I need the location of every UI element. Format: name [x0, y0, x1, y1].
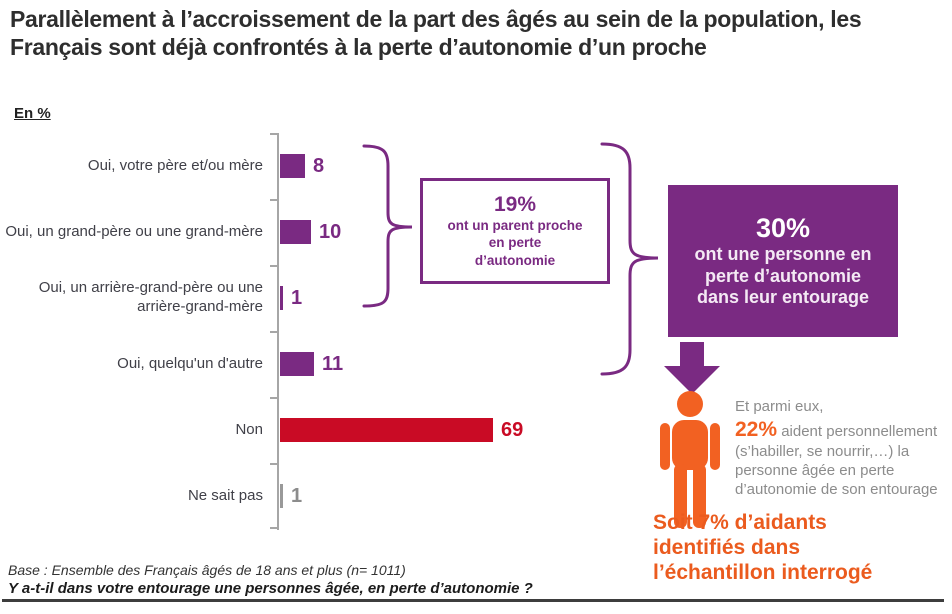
value-label: 8 [313, 154, 325, 177]
value-label: 11 [322, 352, 344, 375]
parent-callout-headline: 19% [493, 192, 537, 216]
value-label: 10 [319, 220, 342, 243]
unit-label: En % [14, 105, 51, 122]
parent-callout-box: 19% ont un parent proche en perte d’auto… [420, 178, 610, 284]
axis-tick [270, 199, 277, 201]
bar-row: Non 69 [0, 397, 630, 463]
aidants-stat-line: 22% aident personnellement [735, 417, 952, 443]
bar [280, 484, 283, 508]
bar-row: Oui, quelqu'un d'autre 11 [0, 331, 630, 397]
axis-tick [270, 463, 277, 465]
axis-tick [270, 527, 277, 529]
aidants-stat: 22% [735, 417, 778, 441]
person-icon [660, 391, 720, 528]
aidants-conclusion: Soit 7% d’aidants identifiés dans l’écha… [653, 511, 873, 584]
entourage-box: 30% ont une personne en perte d’autonomi… [668, 185, 898, 337]
category-label: Oui, votre père et/ou mère [87, 156, 263, 174]
axis-tick [270, 331, 277, 333]
bar [280, 352, 314, 376]
parent-callout-text: ont un parent proche en perte d’autonomi… [447, 217, 583, 268]
down-arrow-icon [664, 342, 720, 394]
category-label: Oui, un grand-père ou une grand-mère [5, 222, 263, 240]
aidants-stat-suffix: aident personnellement [777, 422, 938, 440]
value-label: 1 [291, 286, 303, 309]
value-label: 1 [291, 484, 303, 507]
bar [280, 286, 283, 310]
category-label: Non [235, 420, 263, 438]
bottom-divider [2, 599, 944, 602]
aidants-text-block: Et parmi eux, 22% aident personnellement… [735, 398, 952, 499]
bar-row: Ne sait pas 1 [0, 463, 630, 529]
entourage-text: ont une personne en perte d’autonomie da… [694, 243, 872, 308]
axis-tick [270, 265, 277, 267]
bar-row: Oui, un grand-père ou une grand-mère 10 [0, 199, 630, 265]
bar [280, 220, 311, 244]
bar-row: Oui, un arrière-grand-père ou une arrièr… [0, 265, 630, 331]
category-label: Oui, un arrière-grand-père ou une arrièr… [38, 279, 263, 315]
category-label: Oui, quelqu'un d'autre [117, 354, 263, 372]
aidants-intro: Et parmi eux, [735, 398, 824, 415]
bar-row: Oui, votre père et/ou mère 8 [0, 133, 630, 199]
axis-tick [270, 397, 277, 399]
brace-entourage-icon [600, 142, 659, 376]
category-label: Ne sait pas [187, 486, 263, 504]
axis-tick [270, 133, 277, 135]
survey-question: Y a-t-il dans votre entourage une person… [8, 580, 533, 597]
brace-parent-icon [362, 144, 413, 308]
base-note: Base : Ensemble des Français âgés de 18 … [8, 562, 406, 578]
value-label: 69 [501, 418, 524, 441]
entourage-headline: 30% [755, 212, 811, 243]
bar [280, 154, 305, 178]
aidants-detail: (s’habiller, se nourrir,…) la personne â… [735, 443, 938, 498]
bar-chart: Oui, votre père et/ou mère 8 Oui, un grand… [0, 133, 630, 530]
y-axis-line [277, 133, 279, 530]
bar [280, 418, 493, 442]
slide-title: Parallèlement à l’accroissement de la pa… [10, 6, 862, 60]
